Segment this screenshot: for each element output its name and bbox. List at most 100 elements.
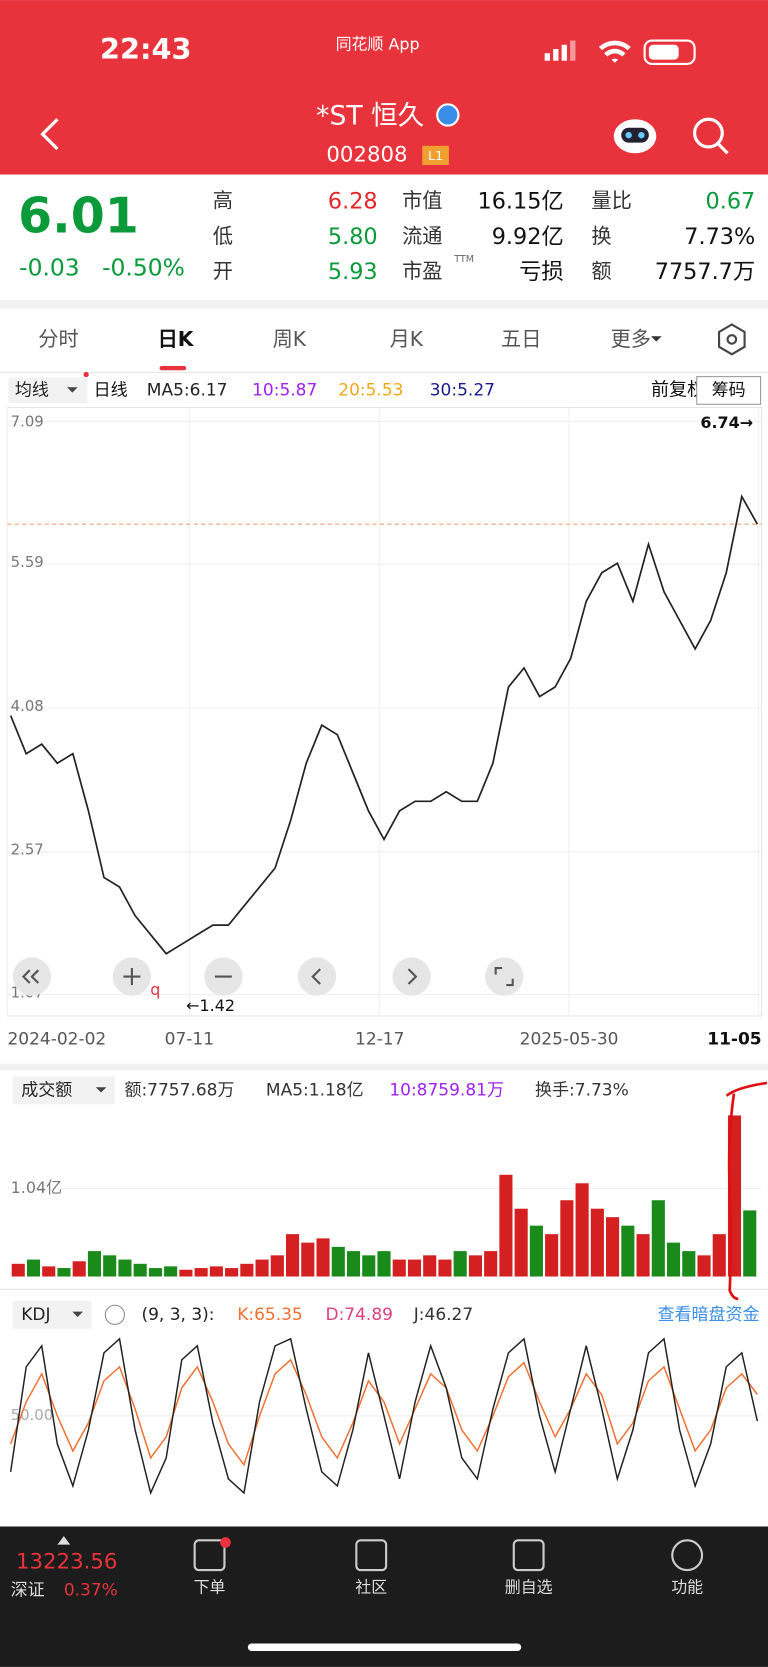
- divider: [0, 300, 768, 309]
- nav-icon: [512, 1539, 545, 1572]
- volume-bar: [57, 1268, 71, 1277]
- volume-bar: [11, 1263, 25, 1277]
- settings-button[interactable]: [718, 323, 746, 356]
- tab[interactable]: 分时: [38, 327, 78, 351]
- x-tick-label: 11-05: [707, 1029, 761, 1049]
- kdj-value: D:74.89: [325, 1305, 393, 1325]
- stat-label: 市值: [402, 189, 442, 213]
- nav-icon: [193, 1539, 226, 1572]
- volume-bar: [712, 1234, 726, 1277]
- volume-bar: [346, 1251, 361, 1277]
- price-change: -0.03: [19, 254, 80, 282]
- nav-label[interactable]: 社区: [355, 1578, 387, 1597]
- volume-bar: [331, 1246, 345, 1277]
- ma-value: 30:5.27: [430, 380, 495, 400]
- volume-bar: [438, 1259, 452, 1277]
- adjust-mode[interactable]: 前复权: [651, 379, 705, 400]
- volume-bar: [26, 1259, 41, 1277]
- volume-bar: [179, 1269, 193, 1277]
- volume-bar: [407, 1259, 422, 1277]
- caret: [95, 1087, 107, 1093]
- nav-label[interactable]: 下单: [194, 1578, 226, 1597]
- volume-stat: 换手:7.73%: [535, 1080, 629, 1100]
- ma-selector: 均线: [15, 380, 49, 400]
- tab[interactable]: 五日: [501, 327, 541, 351]
- stock-name: *ST 恒久: [316, 101, 424, 132]
- stat-label: 量比: [591, 189, 631, 213]
- chart-controls: [12, 957, 524, 996]
- ma-value: 20:5.53: [338, 380, 403, 400]
- volume-bar: [316, 1238, 330, 1277]
- last-price: 6.01: [18, 188, 139, 245]
- move-left[interactable]: [297, 957, 337, 996]
- stat-label: 开: [213, 259, 233, 283]
- volume-selector: 成交额: [21, 1080, 72, 1100]
- tab[interactable]: 日K: [158, 327, 195, 351]
- dark-pool-link[interactable]: 查看暗盘资金: [657, 1305, 759, 1325]
- nav-icon: [671, 1539, 704, 1572]
- search-button[interactable]: [693, 117, 729, 155]
- y-tick-label: 5.59: [11, 553, 44, 571]
- help-icon[interactable]: [104, 1304, 125, 1325]
- badge-dot: [220, 1537, 231, 1548]
- x-tick-label: 2024-02-02: [7, 1029, 106, 1049]
- x-tick-label: 2025-05-30: [520, 1029, 619, 1049]
- stat-label: 换: [591, 224, 611, 248]
- dot: [83, 371, 89, 378]
- stat-label: 流通: [402, 224, 442, 248]
- robot-icon[interactable]: [613, 119, 657, 154]
- stat-label: 低: [213, 224, 233, 248]
- volume-bar: [377, 1251, 391, 1277]
- volume-selector-bg[interactable]: [12, 1076, 115, 1105]
- y-tick-label: 2.57: [11, 841, 44, 859]
- stat-value: 9.92亿: [492, 224, 564, 250]
- volume-bar: [651, 1200, 665, 1277]
- verified-icon: [436, 103, 460, 127]
- volume-bar: [164, 1266, 178, 1277]
- volume-bar: [270, 1255, 284, 1277]
- low-annotation: ←1.42: [186, 996, 235, 1015]
- price-change-pct: -0.50%: [102, 254, 185, 282]
- chip-label: 筹码: [712, 380, 746, 400]
- volume-bar: [255, 1259, 269, 1277]
- volume-stat: MA5:1.18亿: [266, 1080, 364, 1100]
- volume-bar: [606, 1217, 620, 1277]
- nav-label[interactable]: 删自选: [505, 1578, 553, 1597]
- high-annotation: 6.74→: [700, 413, 753, 432]
- volume-bar: [697, 1255, 711, 1277]
- volume-bar: [240, 1263, 254, 1277]
- move-right[interactable]: [392, 957, 431, 996]
- more-caret: [650, 336, 662, 342]
- fullscreen[interactable]: [485, 957, 524, 996]
- tab[interactable]: 月K: [390, 327, 424, 351]
- volume-stat: 10:8759.81万: [389, 1080, 504, 1100]
- volume-bar: [42, 1266, 56, 1277]
- hand-annotation: [725, 1081, 768, 1301]
- settings-dot: [726, 334, 738, 345]
- caret: [67, 387, 78, 393]
- volume-bar: [148, 1268, 162, 1277]
- volume-bar: [194, 1268, 208, 1277]
- stock-code: 002808: [326, 142, 407, 167]
- volume-bar: [301, 1242, 315, 1277]
- kdj-value: J:46.27: [413, 1305, 473, 1325]
- volume-bar: [87, 1251, 102, 1277]
- stat-value: 6.28: [328, 189, 378, 215]
- chip-button[interactable]: [696, 376, 762, 405]
- volume-bar: [484, 1251, 498, 1277]
- status-icons: [544, 39, 696, 65]
- tab[interactable]: 周K: [273, 327, 307, 351]
- tab[interactable]: 更多: [611, 327, 651, 351]
- divider: [0, 1063, 768, 1071]
- volume-bar: [453, 1251, 467, 1277]
- volume-bar: [133, 1263, 147, 1277]
- y-tick-label: 4.08: [11, 697, 44, 715]
- stat-value: 7.73%: [684, 224, 755, 250]
- volume-bar: [560, 1200, 574, 1277]
- stat-label: 市盈: [402, 259, 442, 283]
- nav-label[interactable]: 功能: [671, 1578, 703, 1597]
- tab-underline: [159, 365, 187, 371]
- back-button[interactable]: [40, 118, 59, 151]
- volume-stat: 额:7757.68万: [124, 1080, 234, 1100]
- index-value[interactable]: 13223.56: [16, 1550, 117, 1575]
